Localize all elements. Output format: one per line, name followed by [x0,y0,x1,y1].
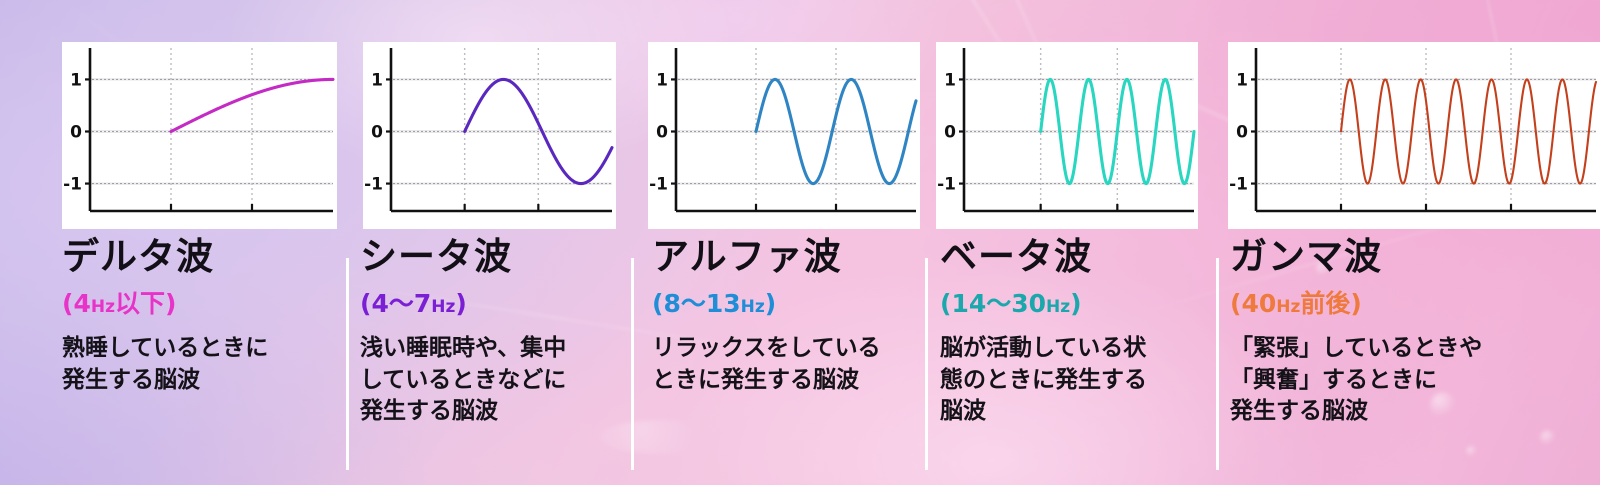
wave-line-delta [169,77,335,134]
y-axis-tick-label: 1 [70,70,82,90]
wave-description-line: 発生する脳波 [1230,398,1368,424]
y-axis-tick-label: 1 [944,70,956,90]
wave-chart-gamma: 1 0 -1 [1229,48,1598,213]
wave-chart-beta: 1 0 -1 [937,48,1196,213]
y-axis-tick-label: 1 [656,70,668,90]
chart-panel-theta: 1 0 -1 [363,42,616,229]
wave-title-delta: デルタ波 [62,235,214,278]
chart-panel-alpha: 1 0 -1 [648,42,920,229]
wave-frequency-suffix-delta: 以下 [114,289,165,318]
wave-frequency-value-alpha: 8〜13 [663,289,741,318]
wave-description-line: しているときなどに [360,366,567,393]
wave-description-line: ときに発生する脳波 [652,366,859,393]
wave-description-line: 発生する脳波 [360,398,498,424]
wave-line-beta [1039,77,1196,186]
wave-frequency-gamma: (40Hz前後) [1230,289,1362,318]
y-axis-tick-label: -1 [63,175,82,195]
y-axis-tick-label: -1 [1229,175,1248,195]
wave-title-gamma: ガンマ波 [1230,235,1382,278]
chart-panel-gamma: 1 0 -1 [1228,42,1600,229]
wave-frequency-beta: (14〜30Hz) [940,289,1082,318]
wave-frequency-value-gamma: 40 [1241,289,1277,318]
wave-frequency-value-theta: 4〜7 [371,289,432,318]
wave-title-theta: シータ波 [360,235,512,278]
y-axis-tick-label: 0 [70,123,82,143]
chart-panel-delta: 1 0 -1 [62,42,337,229]
wave-frequency-suffix-gamma: 前後 [1300,289,1351,318]
wave-info-alpha: アルファ波 (8〜13Hz) リラックスをしている ときに発生する脳波 [652,238,881,396]
wave-description-line: 脳波 [940,398,986,424]
background-bokeh [1316,262,1330,276]
y-axis-tick-label: 0 [944,123,956,143]
wave-frequency-unit-delta: Hz [90,297,115,317]
wave-title-beta: ベータ波 [940,235,1092,278]
wave-frequency-value-beta: 14〜30 [951,289,1047,318]
column-divider [1216,258,1219,470]
wave-description-line: 脳が活動している状 [940,335,1147,361]
y-axis-tick-label: 0 [656,123,668,143]
y-axis-tick-label: 0 [1236,123,1248,143]
wave-frequency-unit-beta: Hz [1046,297,1071,317]
wave-chart-theta: 1 0 -1 [364,48,614,213]
wave-description-delta: 熟睡しているときに 発生する脳波 [62,333,268,396]
wave-description-theta: 浅い睡眠時や、集中 しているときなどに 発生する脳波 [360,333,566,428]
background-bokeh [1540,430,1556,446]
wave-description-beta: 脳が活動している状 態のときに発生する 脳波 [940,333,1147,428]
column-divider [631,258,634,470]
wave-description-alpha: リラックスをしている ときに発生する脳波 [652,333,881,396]
column-divider [925,258,928,470]
y-axis-tick-label: 0 [371,123,383,143]
wave-chart-delta: 1 0 -1 [63,48,335,213]
wave-description-gamma: 「緊張」しているときや 「興奮」するときに 発生する脳波 [1230,333,1482,428]
wave-line-theta [463,77,614,186]
chart-panel-beta: 1 0 -1 [936,42,1198,229]
wave-description-line: 発生する脳波 [62,366,200,393]
wave-frequency-unit-gamma: Hz [1276,297,1301,317]
wave-description-line: 態のときに発生する [940,366,1147,393]
wave-info-beta: ベータ波 (14〜30Hz) 脳が活動している状 態のときに発生する 脳波 [940,238,1147,428]
wave-frequency-unit-theta: Hz [431,297,456,317]
wave-frequency-delta: (4Hz以下) [62,289,177,318]
y-axis-tick-label: -1 [649,175,668,195]
background-bokeh [600,420,720,454]
y-axis-tick-label: -1 [364,175,383,195]
background-bokeh [1466,446,1477,457]
wave-frequency-value-delta: 4 [73,289,91,318]
wave-title-alpha: アルファ波 [652,235,842,278]
wave-info-delta: デルタ波 (4Hz以下) 熟睡しているときに 発生する脳波 [62,238,268,396]
y-axis-tick-label: 1 [371,70,383,90]
wave-frequency-theta: (4〜7Hz) [360,289,467,318]
wave-description-line: 「興奮」するときに [1230,366,1437,393]
y-axis-tick-label: -1 [937,175,956,195]
background-bokeh [1430,392,1456,418]
wave-description-line: 熟睡しているときに [62,335,269,361]
wave-line-alpha [754,77,918,186]
wave-description-line: 「緊張」しているときや [1230,335,1483,361]
column-divider [346,258,349,470]
wave-description-line: 浅い睡眠時や、集中 [360,335,567,361]
wave-frequency-alpha: (8〜13Hz) [652,289,777,318]
wave-chart-alpha: 1 0 -1 [649,48,918,213]
wave-info-gamma: ガンマ波 (40Hz前後) 「緊張」しているときや 「興奮」するときに 発生する脳波 [1230,238,1482,428]
wave-description-line: リラックスをしている [652,335,881,361]
y-axis-tick-label: 1 [1236,70,1248,90]
wave-line-gamma [1339,78,1598,185]
wave-frequency-unit-alpha: Hz [740,297,765,317]
wave-info-theta: シータ波 (4〜7Hz) 浅い睡眠時や、集中 しているときなどに 発生する脳波 [360,238,566,428]
